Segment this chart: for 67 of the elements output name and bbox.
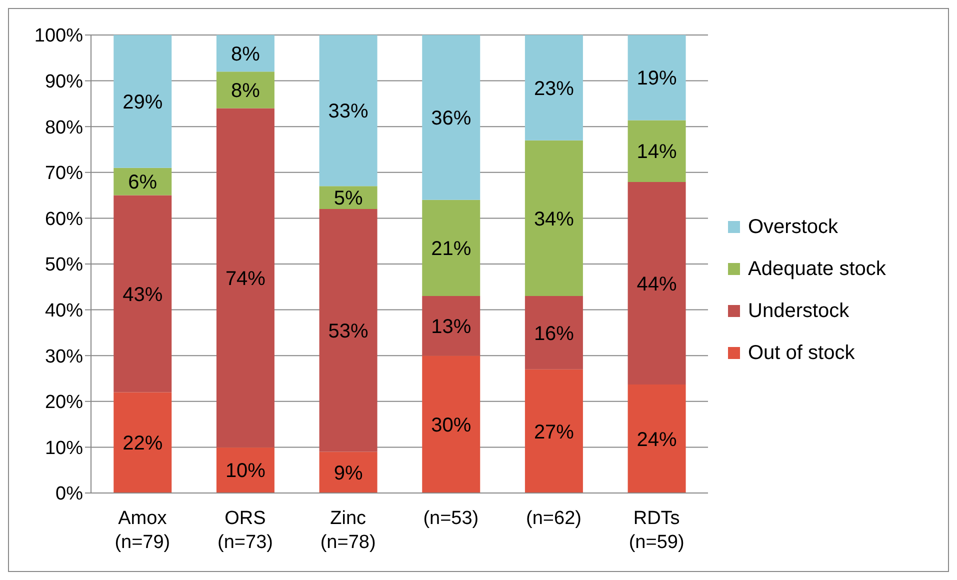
x-tick-label: RDTs (n=59) — [628, 508, 684, 553]
y-tick-label: 10% — [44, 438, 84, 459]
data-label: 36% — [431, 108, 472, 130]
data-label: 9% — [334, 462, 363, 484]
data-label: 5% — [334, 188, 363, 210]
y-tick-label: 30% — [44, 346, 84, 368]
legend-label: Overstock — [748, 216, 838, 238]
y-tick-label: 60% — [44, 208, 84, 230]
bar — [422, 296, 480, 356]
data-label: 10% — [225, 460, 266, 482]
data-label: 44% — [636, 273, 678, 296]
bar — [319, 35, 378, 186]
bar — [422, 200, 480, 296]
bar — [628, 35, 686, 120]
x-tick-label: ORS (n=73) — [218, 508, 273, 553]
bar — [114, 35, 172, 168]
data-label: 19% — [636, 68, 678, 90]
x-tick-label: Zinc (n=78) — [320, 508, 376, 553]
bar — [628, 384, 686, 493]
bar — [216, 35, 274, 72]
data-label: 14% — [636, 141, 678, 164]
y-tick-label: 80% — [44, 117, 84, 138]
y-tick-label: 20% — [44, 392, 84, 414]
bar — [319, 209, 378, 452]
data-label: 27% — [534, 421, 574, 444]
x-tick-label: (n=62) — [526, 508, 582, 529]
bar — [319, 452, 378, 493]
legend-label: Understock — [748, 300, 850, 322]
bar — [628, 120, 686, 182]
data-label: 21% — [431, 238, 472, 260]
bar — [114, 392, 172, 493]
data-label: 30% — [431, 414, 472, 436]
y-tick-label: 100% — [34, 26, 84, 47]
bar — [628, 182, 686, 384]
bar — [216, 108, 274, 448]
y-tick-label: 90% — [44, 72, 84, 93]
data-label: 8% — [231, 80, 260, 102]
data-label: 16% — [534, 322, 574, 345]
data-label: 53% — [328, 320, 369, 343]
bar — [524, 369, 583, 493]
data-label: 29% — [122, 92, 163, 114]
bar — [216, 447, 274, 493]
bar — [524, 296, 583, 370]
data-label: 6% — [128, 172, 158, 194]
bar — [422, 356, 480, 493]
x-tick-label: (n=53) — [423, 508, 479, 529]
data-label: 23% — [534, 78, 574, 100]
bar — [216, 72, 274, 108]
x-tick-label: Amox (n=79) — [114, 508, 170, 553]
bar — [524, 140, 583, 296]
data-label: 22% — [122, 432, 163, 455]
data-label: 43% — [122, 284, 163, 306]
data-label: 13% — [431, 316, 472, 338]
y-tick-label: 50% — [44, 254, 84, 276]
bar — [422, 35, 480, 200]
data-label: 24% — [636, 428, 678, 451]
bar — [524, 35, 583, 140]
y-tick-label: 40% — [44, 300, 84, 322]
data-label: 8% — [231, 43, 260, 66]
data-label: 33% — [328, 100, 369, 123]
y-tick-label: 0% — [56, 484, 84, 505]
y-tick-label: 70% — [44, 163, 84, 184]
data-label: 74% — [225, 268, 266, 290]
bar — [114, 195, 172, 392]
data-label: 34% — [534, 208, 574, 230]
legend-label: Adequate stock — [748, 258, 886, 280]
legend-label: Out of stock — [748, 342, 855, 364]
